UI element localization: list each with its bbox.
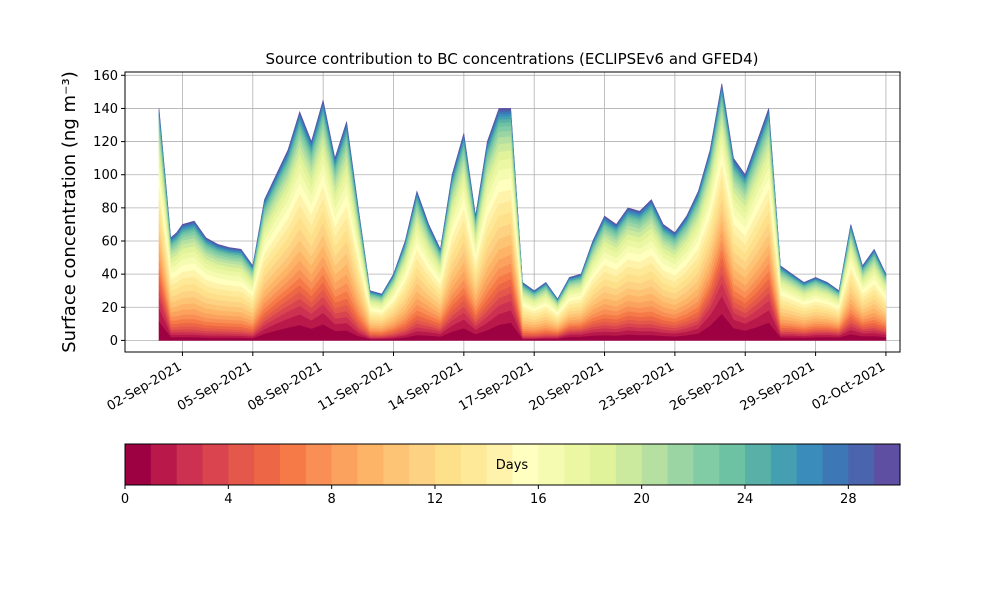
chart-title: Source contribution to BC concentrations… <box>265 50 758 68</box>
colorbar-segment <box>125 444 152 485</box>
colorbar-segment <box>693 444 720 485</box>
x-tick-label: 02-Sep-2021 <box>105 359 185 414</box>
colorbar-segment <box>770 444 798 485</box>
x-tick-label: 29-Sep-2021 <box>738 359 818 414</box>
colorbar-segment <box>228 444 255 485</box>
colorbar-segment <box>305 444 333 485</box>
y-axis: 0 20 40 60 80 100 120 140 160 <box>93 69 125 349</box>
plot-frame <box>124 71 901 353</box>
colorbar-segment <box>280 444 307 485</box>
colorbar-tick-label: 20 <box>633 492 650 507</box>
colorbar-segment <box>719 444 746 485</box>
x-tick-label: 14-Sep-2021 <box>386 359 466 414</box>
colorbar-segment <box>435 444 462 485</box>
colorbar <box>125 444 901 485</box>
y-axis-label: Surface concentration (ng m⁻³) <box>59 71 80 353</box>
colorbar-segment <box>150 444 178 485</box>
y-tick-label: 60 <box>101 234 118 249</box>
x-tick-label: 11-Sep-2021 <box>316 359 396 414</box>
y-tick-label: 100 <box>93 168 118 183</box>
x-tick-label: 20-Sep-2021 <box>527 359 607 414</box>
colorbar-tick-label: 4 <box>224 492 232 507</box>
colorbar-tick-label: 8 <box>328 492 336 507</box>
colorbar-segment <box>538 444 565 485</box>
x-tick-label: 05-Sep-2021 <box>175 359 255 414</box>
colorbar-segment <box>486 444 514 485</box>
colorbar-segment <box>745 444 772 485</box>
colorbar-segment <box>357 444 384 485</box>
x-tick-label: 26-Sep-2021 <box>667 359 747 414</box>
colorbar-ticks: 0 4 8 12 16 20 24 28 <box>121 485 857 507</box>
colorbar-segment <box>331 444 359 485</box>
colorbar-segment <box>822 444 849 485</box>
colorbar-segment <box>254 444 281 485</box>
colorbar-segment <box>409 444 436 485</box>
colorbar-tick-label: 0 <box>121 492 129 507</box>
x-tick-label: 23-Sep-2021 <box>597 359 677 414</box>
colorbar-segment <box>383 444 410 485</box>
x-axis: 02-Sep-202105-Sep-202108-Sep-202111-Sep-… <box>105 352 888 414</box>
colorbar-segment <box>641 444 669 485</box>
colorbar-frame <box>124 443 901 486</box>
y-tick-label: 120 <box>93 135 118 150</box>
y-tick-label: 80 <box>101 201 118 216</box>
colorbar-tick-label: 12 <box>427 492 444 507</box>
colorbar-segment <box>615 444 643 485</box>
colorbar-tick-label: 24 <box>737 492 754 507</box>
colorbar-segment <box>590 444 617 485</box>
colorbar-tick-label: 16 <box>530 492 547 507</box>
y-tick-label: 140 <box>93 102 118 117</box>
x-tick-label: 17-Sep-2021 <box>456 359 536 414</box>
y-tick-label: 0 <box>110 334 118 349</box>
colorbar-segment <box>667 444 694 485</box>
y-tick-label: 160 <box>93 69 118 84</box>
colorbar-segment <box>796 444 824 485</box>
y-tick-label: 20 <box>101 301 118 316</box>
colorbar-segment <box>202 444 229 485</box>
colorbar-segment <box>848 444 875 485</box>
area-band-day-0 <box>158 314 887 341</box>
y-tick-label: 40 <box>101 268 118 283</box>
colorbar-segment <box>512 444 539 485</box>
colorbar-tick-label: 28 <box>840 492 857 507</box>
stacked-area-bands <box>158 83 887 341</box>
colorbar-segment <box>874 444 901 485</box>
colorbar-label: Days <box>496 458 529 473</box>
x-tick-label: 02-Oct-2021 <box>810 359 888 413</box>
x-tick-label: 08-Sep-2021 <box>245 359 325 414</box>
colorbar-segment <box>564 444 591 485</box>
colorbar-segment <box>176 444 204 485</box>
colorbar-segment <box>460 444 488 485</box>
